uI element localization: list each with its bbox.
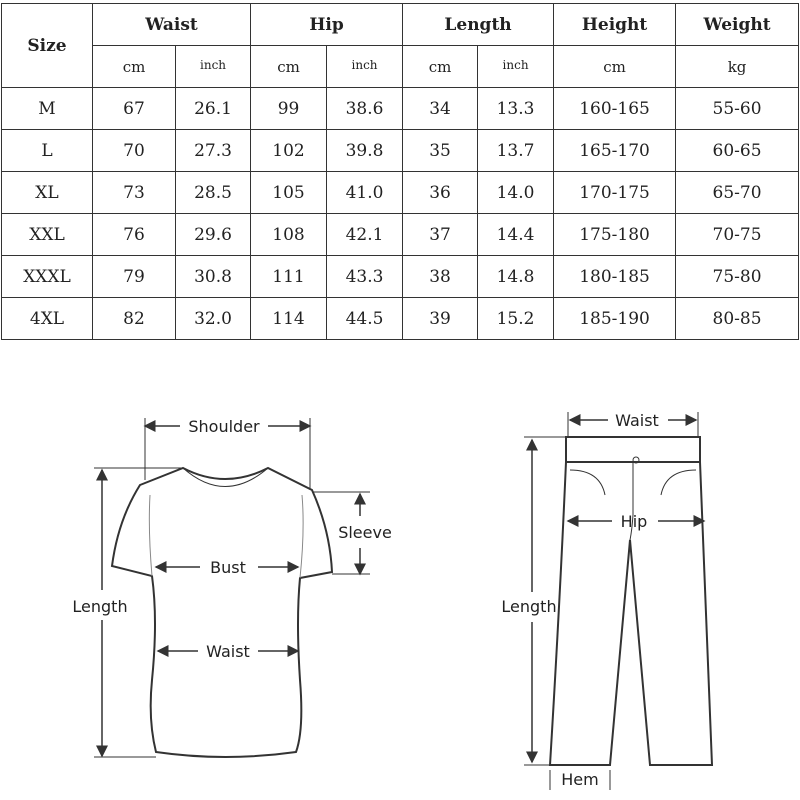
unit-cell: cm xyxy=(553,45,677,88)
tshirt-waist-label: Waist xyxy=(206,642,250,661)
value-cell: 14.4 xyxy=(477,213,555,256)
unit-cell: inch xyxy=(174,45,252,88)
value-cell: 67 xyxy=(92,87,176,130)
value-cell: 29.6 xyxy=(174,213,252,256)
value-cell: 70-75 xyxy=(675,213,800,256)
value-cell: 28.5 xyxy=(174,171,252,214)
pants-outline xyxy=(548,436,714,766)
sleeve-label: Sleeve xyxy=(338,523,392,542)
unit-cell: cm xyxy=(402,45,479,88)
value-cell: 43.3 xyxy=(326,255,404,298)
value-cell: 14.0 xyxy=(477,171,555,214)
value-cell: 38 xyxy=(402,255,479,298)
unit-cell: inch xyxy=(326,45,404,88)
hem-label: Hem xyxy=(561,770,598,789)
size-cell: XXL xyxy=(1,213,93,256)
value-cell: 105 xyxy=(250,171,328,214)
value-cell: 34 xyxy=(402,87,479,130)
bust-label: Bust xyxy=(210,558,246,577)
value-cell: 102 xyxy=(250,129,328,172)
table-row: L 70 27.3 102 39.8 35 13.7 165-170 60-65 xyxy=(1,129,800,172)
value-cell: 36 xyxy=(402,171,479,214)
value-cell: 170-175 xyxy=(553,171,677,214)
value-cell: 114 xyxy=(250,297,328,340)
size-cell: M xyxy=(1,87,93,130)
value-cell: 82 xyxy=(92,297,176,340)
unit-cell: cm xyxy=(250,45,328,88)
pants-dimension-lines xyxy=(524,412,706,790)
value-cell: 35 xyxy=(402,129,479,172)
unit-cell: kg xyxy=(675,45,800,88)
value-cell: 108 xyxy=(250,213,328,256)
value-cell: 13.7 xyxy=(477,129,555,172)
value-cell: 39 xyxy=(402,297,479,340)
header-size: Size xyxy=(1,3,93,88)
table-row: 4XL 82 32.0 114 44.5 39 15.2 185-190 80-85 xyxy=(1,297,800,340)
unit-cell: inch xyxy=(477,45,555,88)
pants-waist-label: Waist xyxy=(615,411,659,430)
size-chart-table: Size Waist Hip Length Height Weight cm i… xyxy=(1,3,800,340)
value-cell: 42.1 xyxy=(326,213,404,256)
value-cell: 79 xyxy=(92,255,176,298)
value-cell: 26.1 xyxy=(174,87,252,130)
table-row: XXXL 79 30.8 111 43.3 38 14.8 180-185 75-80 xyxy=(1,255,800,298)
value-cell: 75-80 xyxy=(675,255,800,298)
header-length: Length xyxy=(402,3,555,46)
value-cell: 13.3 xyxy=(477,87,555,130)
tshirt-dimension-lines xyxy=(94,418,370,758)
value-cell: 37 xyxy=(402,213,479,256)
tshirt-length-label: Length xyxy=(72,597,127,616)
value-cell: 27.3 xyxy=(174,129,252,172)
header-waist: Waist xyxy=(91,3,252,46)
value-cell: 165-170 xyxy=(553,129,677,172)
value-cell: 44.5 xyxy=(326,297,404,340)
value-cell: 111 xyxy=(250,255,328,298)
hip-label: Hip xyxy=(621,512,648,531)
value-cell: 32.0 xyxy=(174,297,252,340)
value-cell: 80-85 xyxy=(675,297,800,340)
table-row: M 67 26.1 99 38.6 34 13.3 160-165 55-60 xyxy=(1,87,800,130)
value-cell: 65-70 xyxy=(675,171,800,214)
value-cell: 15.2 xyxy=(477,297,555,340)
tshirt-outline xyxy=(110,466,334,758)
size-cell: 4XL xyxy=(1,297,93,340)
header-weight: Weight xyxy=(675,3,800,46)
value-cell: 180-185 xyxy=(553,255,677,298)
unit-cell: cm xyxy=(92,45,176,88)
shoulder-label: Shoulder xyxy=(188,417,260,436)
pants-length-label: Length xyxy=(501,597,556,616)
table-row: XXL 76 29.6 108 42.1 37 14.4 175-180 70-75 xyxy=(1,213,800,256)
